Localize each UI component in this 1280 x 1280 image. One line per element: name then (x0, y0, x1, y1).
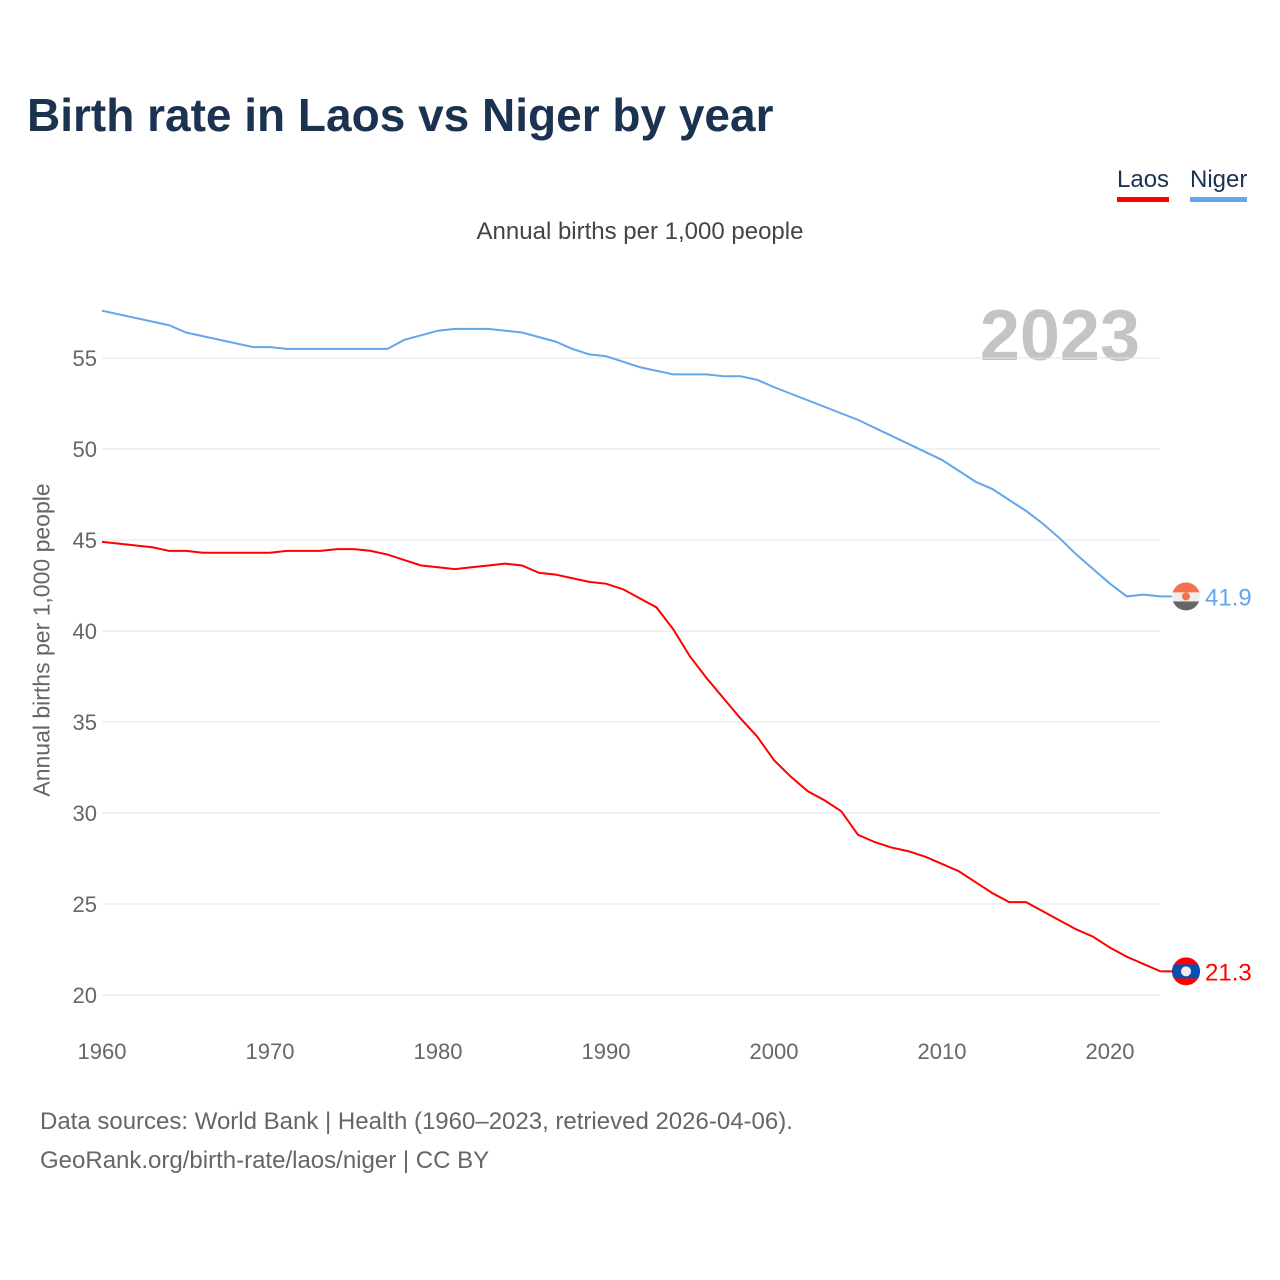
chart-title: Birth rate in Laos vs Niger by year (27, 89, 774, 141)
chart-subtitle: Annual births per 1,000 people (476, 218, 804, 245)
x-tick-label: 1970 (246, 1039, 295, 1064)
x-tick-label: 1990 (582, 1039, 631, 1064)
y-tick-label: 55 (73, 346, 97, 371)
end-value-label: 21.3 (1205, 959, 1252, 986)
end-value-label: 41.9 (1205, 584, 1252, 611)
y-tick-label: 30 (73, 801, 97, 826)
laos-flag-icon (1172, 957, 1200, 986)
y-tick-label: 20 (73, 983, 97, 1008)
series-line-laos (101, 540, 1161, 973)
year-watermark: 2023 (980, 296, 1140, 376)
series-line-niger (101, 309, 1161, 598)
y-tick-label: 50 (73, 437, 97, 462)
x-tick-label: 2010 (918, 1039, 967, 1064)
legend-item-laos[interactable]: Laos (1117, 166, 1170, 202)
niger-flag-icon (1172, 582, 1200, 611)
y-tick-label: 40 (73, 619, 97, 644)
y-tick-label: 25 (73, 892, 97, 917)
source-link[interactable]: GeoRank.org/birth-rate/laos/niger | CC B… (40, 1147, 490, 1174)
legend-item-niger[interactable]: Niger (1190, 166, 1248, 202)
x-tick-label: 2000 (750, 1039, 799, 1064)
x-tick-label: 1960 (78, 1039, 127, 1064)
x-tick-label: 1980 (414, 1039, 463, 1064)
x-tick-label: 2020 (1086, 1039, 1135, 1064)
source-note: Data sources: World Bank | Health (1960–… (40, 1108, 793, 1135)
y-tick-label: 35 (73, 710, 97, 735)
y-tick-label: 45 (73, 528, 97, 553)
